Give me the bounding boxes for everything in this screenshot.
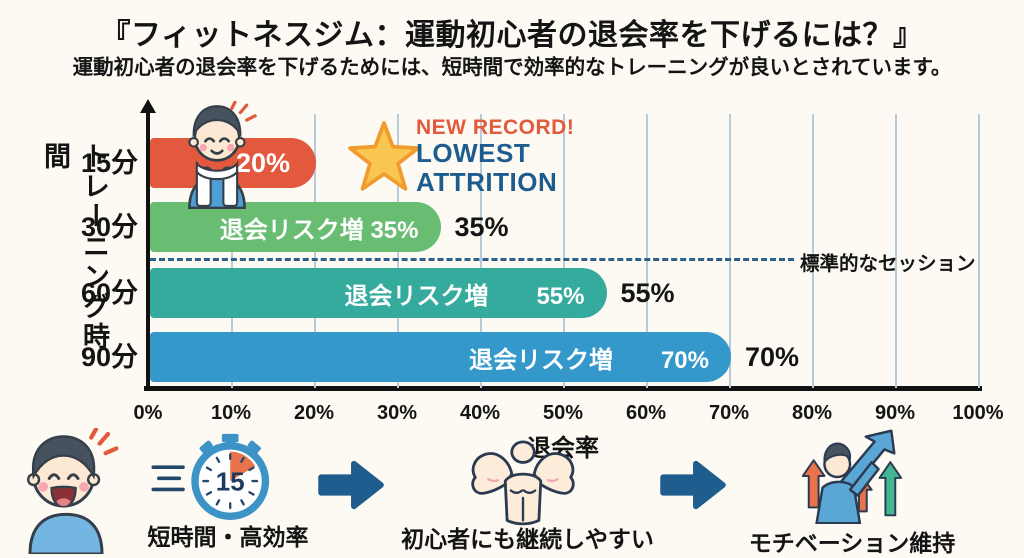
x-tick-label: 90% — [874, 402, 916, 424]
gridline — [895, 114, 897, 388]
trainee-with-towel-icon — [188, 101, 257, 209]
gridline — [563, 114, 565, 388]
category-label: 15分 — [80, 148, 138, 178]
right-arrow-icon — [318, 460, 384, 510]
bar-90min: 退会リスク増 70% — [150, 332, 731, 382]
x-tick-label: 70% — [708, 402, 750, 424]
bar-row: 30分 退会リスク増 35% 35% — [81, 202, 509, 252]
step-label-efficiency: 短時間・高効率 — [147, 524, 309, 550]
reference-line-label: 標準的なセッション — [800, 253, 976, 275]
category-label: 90分 — [80, 342, 138, 372]
bar-60min: 退会リスク増 55% — [150, 268, 607, 318]
bar-outer-label: 35% — [454, 211, 509, 242]
step-label-motivation: モチベーション維持 — [748, 530, 956, 556]
step-label-continuity: 初心者にも継続しやすい — [401, 526, 654, 552]
lowest-attrition-text: LOWEST ATTRITION — [416, 138, 558, 197]
x-tick-label: 40% — [459, 402, 501, 424]
y-axis-arrow — [139, 99, 156, 113]
x-axis-line — [144, 386, 982, 391]
y-axis-title: トレーニング時間 — [40, 142, 109, 352]
bar-30min: 退会リスク増 35% — [150, 202, 441, 252]
stopwatch-icon: 15 — [151, 433, 270, 520]
page-subtitle: 運動初心者の退会率を下げるためには、短時間で効率的なトレーニングが良いとされてい… — [72, 56, 952, 79]
x-tick-label: 80% — [791, 402, 833, 424]
bar-chart: 15分 20% 30分 退会リスク増 35% 35% 60分 退会リスク増 55… — [81, 101, 1004, 462]
bar-row: 90分 退会リスク増 70% 70% — [81, 332, 800, 382]
gridline — [646, 114, 648, 388]
new-record-text: NEW RECORD! — [416, 116, 575, 139]
x-tick-label: 20% — [293, 402, 335, 424]
happy-beginner-icon — [26, 428, 119, 554]
gridline — [812, 114, 814, 388]
category-label: 60分 — [80, 278, 138, 308]
y-axis-line — [146, 110, 150, 390]
muscle-icon — [471, 440, 575, 526]
x-tick-label: 30% — [376, 402, 418, 424]
x-tick-label: 50% — [542, 402, 584, 424]
star-icon — [348, 121, 420, 191]
bar-outer-label: 55% — [620, 277, 675, 308]
category-label: 30分 — [80, 212, 138, 242]
gridline — [729, 114, 731, 388]
bar-row: 60分 退会リスク増 55% 55% — [81, 268, 675, 318]
bar-outer-label: 70% — [745, 341, 800, 372]
gridline — [978, 114, 980, 388]
gridline — [480, 114, 482, 388]
motivation-arrows-icon — [801, 429, 903, 524]
x-tick-label: 60% — [625, 402, 667, 424]
right-arrow-icon — [660, 460, 726, 510]
page-title: 『フィットネスジム：運動初心者の退会率を下げるには？』 — [100, 19, 924, 52]
reference-line — [150, 258, 794, 261]
stopwatch-value: 15 — [216, 468, 245, 496]
x-tick-label: 10% — [210, 402, 252, 424]
x-tick-label: 0% — [133, 402, 163, 424]
x-tick-label: 100% — [952, 402, 1004, 424]
